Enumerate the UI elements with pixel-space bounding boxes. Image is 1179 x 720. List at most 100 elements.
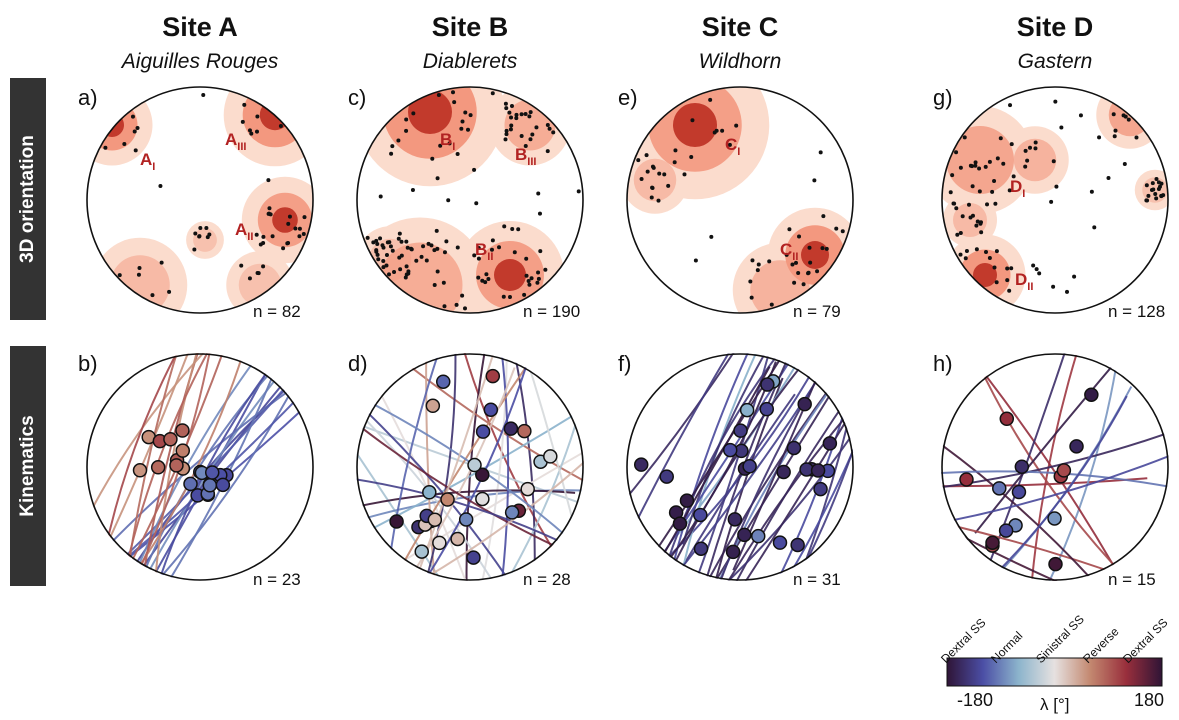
pole-point bbox=[198, 225, 203, 230]
pole-point bbox=[1007, 288, 1012, 293]
slip-vector-point bbox=[450, 531, 465, 547]
pole-point bbox=[812, 178, 817, 183]
pole-point bbox=[1154, 176, 1159, 181]
slip-vector-point bbox=[169, 458, 184, 473]
pole-point bbox=[240, 119, 245, 124]
slip-vector-point bbox=[772, 535, 788, 550]
pole-point bbox=[536, 276, 541, 281]
slip-vector-point bbox=[722, 442, 738, 458]
pole-point bbox=[987, 159, 992, 164]
pole-point bbox=[421, 244, 426, 249]
pole-point bbox=[504, 132, 509, 137]
pole-point bbox=[507, 295, 512, 300]
pole-point bbox=[281, 246, 286, 251]
pole-point bbox=[994, 249, 999, 254]
slip-vector-point bbox=[520, 481, 535, 497]
pole-point bbox=[992, 265, 997, 270]
cluster-label-3-1: DII bbox=[1015, 270, 1033, 293]
pole-point bbox=[1009, 266, 1014, 271]
slip-vector-point bbox=[733, 423, 748, 438]
pole-point bbox=[807, 245, 812, 250]
pole-point bbox=[507, 110, 512, 115]
count-orientation-0: n = 82 bbox=[253, 302, 301, 321]
pole-point bbox=[454, 302, 459, 307]
slip-vector-point bbox=[475, 424, 491, 439]
orientation-stereonet-3: DI DII bbox=[941, 86, 1169, 314]
pole-point bbox=[543, 267, 548, 272]
slip-vector-point bbox=[727, 512, 743, 527]
pole-point bbox=[720, 128, 725, 133]
pole-point bbox=[302, 215, 307, 220]
pole-point bbox=[1023, 164, 1028, 169]
stereonet-outline-3 bbox=[941, 86, 1169, 314]
fault-great-circle bbox=[941, 470, 1169, 490]
pole-point bbox=[197, 234, 202, 239]
pole-point bbox=[834, 226, 839, 231]
pole-point bbox=[392, 269, 397, 274]
pole-point bbox=[954, 150, 959, 155]
pole-point bbox=[444, 239, 449, 244]
orientation-stereonet-0: AI AIII AII bbox=[86, 86, 314, 314]
pole-point bbox=[1033, 140, 1038, 145]
pole-point bbox=[404, 128, 409, 133]
fault-great-circle bbox=[665, 353, 854, 561]
fault-great-circle bbox=[676, 353, 854, 536]
slip-vector-point bbox=[183, 476, 198, 492]
count-kinematics-3: n = 15 bbox=[1108, 570, 1156, 589]
slip-vector-point bbox=[1084, 387, 1099, 402]
pole-point bbox=[1146, 193, 1151, 198]
pole-point bbox=[682, 172, 687, 177]
fault-great-circle bbox=[117, 353, 199, 581]
fault-great-circle bbox=[111, 353, 254, 581]
pole-point bbox=[442, 250, 447, 255]
row-label-orientation: 3D orientation bbox=[10, 78, 46, 320]
row-label-kinematics-text: Kinematics bbox=[17, 415, 38, 517]
pole-point bbox=[267, 206, 272, 211]
slip-vector-point bbox=[959, 472, 974, 487]
pole-point bbox=[547, 126, 552, 131]
fault-great-circle bbox=[676, 353, 794, 581]
pole-point bbox=[524, 256, 529, 261]
pole-point bbox=[450, 90, 455, 95]
slip-vector-point bbox=[725, 544, 741, 560]
cluster-label-1-1: BIII bbox=[515, 145, 536, 168]
pole-point bbox=[390, 248, 395, 253]
pole-point bbox=[952, 201, 957, 206]
pole-point bbox=[645, 169, 650, 174]
slip-vector-point bbox=[739, 402, 755, 418]
pole-point bbox=[512, 250, 517, 255]
pole-point bbox=[979, 220, 984, 225]
pole-point bbox=[1009, 142, 1014, 147]
pole-point bbox=[519, 134, 524, 139]
slip-vector-point bbox=[414, 544, 430, 559]
pole-point bbox=[384, 252, 389, 257]
colorbar-min: -180 bbox=[957, 690, 994, 710]
pole-point bbox=[132, 129, 137, 134]
pole-point bbox=[993, 201, 998, 206]
pole-point bbox=[293, 226, 298, 231]
pole-point bbox=[474, 201, 479, 206]
pole-point bbox=[502, 224, 507, 229]
pole-point bbox=[767, 259, 772, 264]
pole-point bbox=[459, 126, 464, 131]
pole-point bbox=[504, 128, 509, 133]
pole-point bbox=[950, 173, 955, 178]
pole-point bbox=[1037, 271, 1042, 276]
pole-point bbox=[979, 230, 984, 235]
pole-point bbox=[503, 137, 508, 142]
pole-point bbox=[1156, 186, 1161, 191]
pole-point bbox=[840, 229, 845, 234]
pole-point bbox=[247, 276, 252, 281]
pole-point bbox=[519, 112, 524, 117]
kinematics-outline-3 bbox=[941, 353, 1169, 581]
pole-point bbox=[404, 239, 409, 244]
cluster-label-0-2: AII bbox=[235, 220, 253, 243]
pole-point bbox=[1151, 187, 1156, 192]
pole-point bbox=[384, 263, 389, 268]
pole-point bbox=[1005, 266, 1010, 271]
pole-point bbox=[419, 254, 424, 259]
slip-vector-point bbox=[790, 537, 805, 553]
pole-point bbox=[159, 260, 164, 265]
slip-vector-point bbox=[679, 493, 695, 508]
